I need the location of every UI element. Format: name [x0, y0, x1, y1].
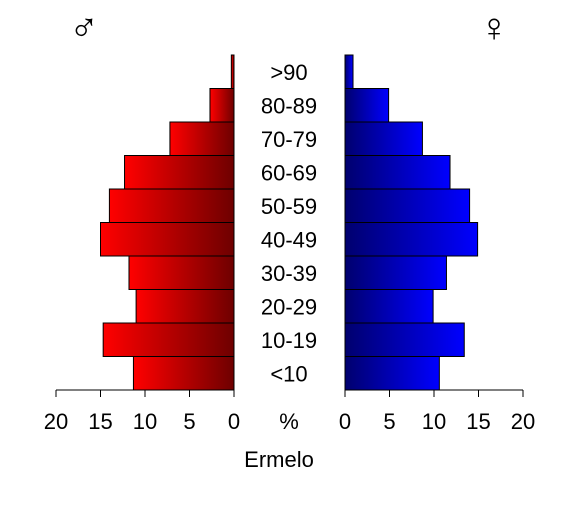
female-bar — [344, 289, 434, 324]
female-tick-label: 10 — [422, 409, 446, 434]
male-bar — [169, 121, 235, 156]
male-bar — [124, 155, 235, 190]
female-bar — [344, 356, 440, 391]
legend-male-symbol: ♂ — [69, 6, 99, 50]
legend-female-symbol: ♀ — [479, 6, 509, 50]
age-group-label: 60-69 — [261, 160, 317, 185]
age-group-label: 70-79 — [261, 127, 317, 152]
male-bar — [209, 88, 235, 123]
female-bar — [344, 88, 390, 123]
male-bar — [102, 322, 235, 357]
age-group-label: >90 — [270, 60, 307, 85]
male-bar — [100, 222, 235, 257]
chart-title: Ermelo — [244, 447, 314, 472]
male-bar — [135, 289, 235, 324]
female-bar — [344, 255, 447, 290]
age-group-label: <10 — [270, 361, 307, 386]
female-tick-label: 15 — [466, 409, 490, 434]
male-tick-label: 15 — [88, 409, 112, 434]
male-bar — [108, 188, 235, 223]
female-bar — [344, 222, 479, 257]
female-bar — [344, 322, 465, 357]
female-bar — [344, 121, 423, 156]
female-tick-label: 5 — [383, 409, 395, 434]
male-bar — [230, 54, 235, 89]
female-bar — [344, 155, 451, 190]
age-group-label: 80-89 — [261, 93, 317, 118]
male-tick-label: 0 — [228, 409, 240, 434]
age-group-label: 30-39 — [261, 261, 317, 286]
age-group-label: 10-19 — [261, 328, 317, 353]
age-group-label: 50-59 — [261, 194, 317, 219]
x-axis-label: % — [279, 409, 299, 434]
age-group-label: 20-29 — [261, 294, 317, 319]
female-tick-label: 0 — [339, 409, 351, 434]
male-tick-label: 20 — [44, 409, 68, 434]
female-bar — [344, 54, 354, 89]
male-bar — [132, 356, 235, 391]
male-tick-label: 10 — [133, 409, 157, 434]
age-group-label: 40-49 — [261, 227, 317, 252]
female-bar — [344, 188, 471, 223]
male-tick-label: 5 — [183, 409, 195, 434]
male-bar — [128, 255, 235, 290]
female-tick-label: 20 — [511, 409, 535, 434]
